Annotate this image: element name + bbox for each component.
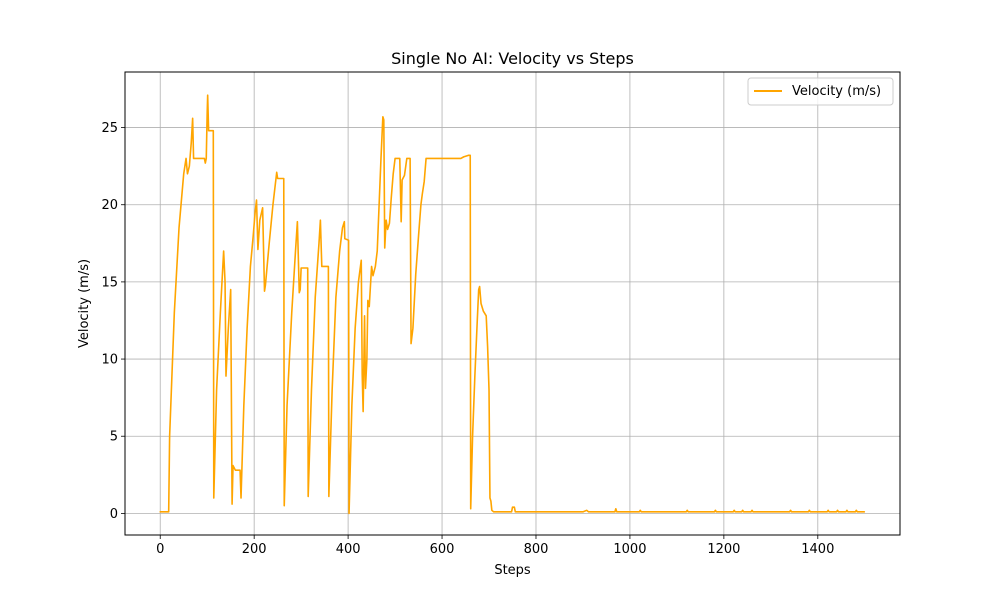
y-axis-label: Velocity (m/s) [77, 259, 92, 348]
plot-frame [124, 71, 901, 536]
y-tick-label: 0 [110, 507, 118, 522]
x-tick-label: 0 [156, 542, 164, 557]
y-tick-label: 20 [101, 198, 118, 213]
x-tick-label: 1200 [707, 542, 740, 557]
x-tick-label: 400 [336, 542, 361, 557]
x-tick-label: 1000 [613, 542, 646, 557]
legend-box [747, 77, 894, 106]
tick-layer: 0 200 400 600 800 1000 1200 1400 0 5 10 15 20 25 [101, 121, 834, 557]
x-tick-label: 1400 [801, 542, 834, 557]
x-tick-label: 600 [430, 542, 455, 557]
y-tick-label: 10 [101, 353, 118, 368]
y-tick-label: 25 [101, 121, 118, 136]
y-tick-label: 5 [110, 430, 118, 445]
series-line-velocity [159, 94, 866, 515]
grid-lines [125, 72, 900, 535]
series-layer [159, 94, 866, 515]
legend-label: Velocity (m/s) [792, 84, 881, 99]
legend: Velocity (m/s) [747, 77, 894, 106]
chart-title: Single No AI: Velocity vs Steps [391, 49, 634, 68]
y-tick-label: 15 [101, 275, 118, 290]
x-axis-label: Steps [494, 563, 531, 578]
x-tick-label: 200 [242, 542, 267, 557]
x-tick-label: 800 [524, 542, 549, 557]
